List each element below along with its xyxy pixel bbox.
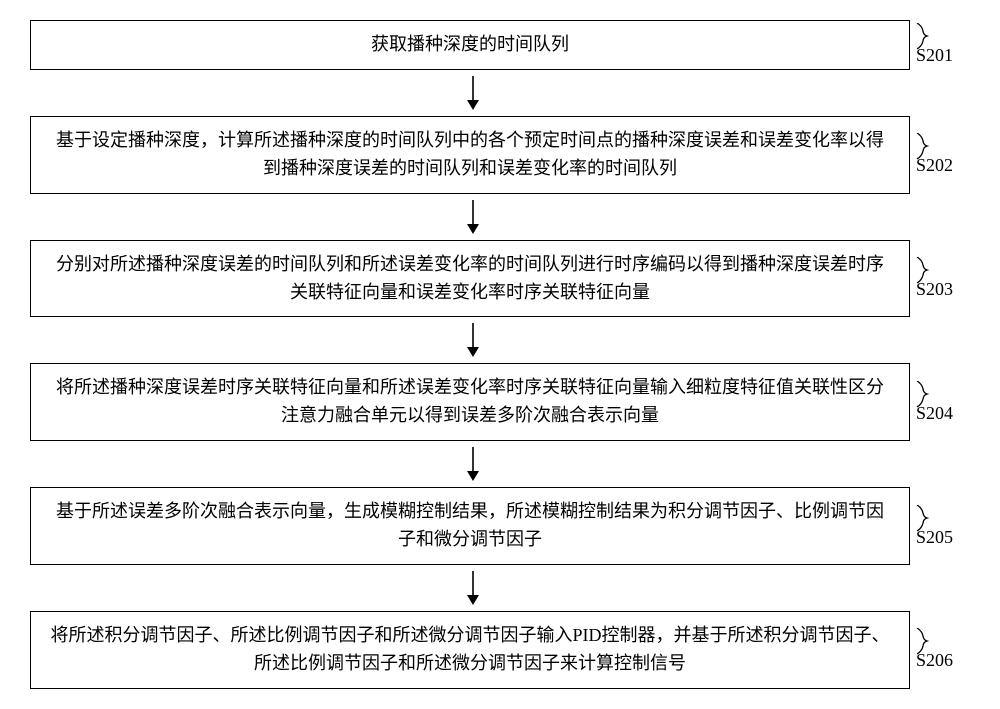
flow-step-id: S201 [916, 45, 953, 66]
flow-step-id: S204 [916, 403, 953, 424]
flow-step-row: 基于所述误差多阶次融合表示向量，生成模糊控制结果，所述模糊控制结果为积分调节因子… [30, 487, 970, 565]
flow-step-id: S205 [916, 527, 953, 548]
flow-step-id: S202 [916, 155, 953, 176]
arrow-down-icon [463, 571, 483, 605]
arrow-down-icon [463, 200, 483, 234]
flow-step-label: S202 [916, 133, 964, 176]
flow-step-row: 分别对所述播种深度误差的时间队列和所述误差变化率的时间队列进行时序编码以得到播种… [30, 240, 970, 318]
flow-step-text: 将所述积分调节因子、所述比例调节因子和所述微分调节因子输入PID控制器，并基于所… [49, 622, 891, 678]
arrow-down-icon [463, 323, 483, 357]
flow-step-box: 基于所述误差多阶次融合表示向量，生成模糊控制结果，所述模糊控制结果为积分调节因子… [30, 487, 910, 565]
flow-step-row: 将所述播种深度误差时序关联特征向量和所述误差变化率时序关联特征向量输入细粒度特征… [30, 363, 970, 441]
flow-step-id: S206 [916, 650, 953, 671]
flowchart-container: 获取播种深度的时间队列 S201 基于设定播种深度，计算所述播种深度的时间队列中… [30, 20, 970, 689]
flow-step-text: 基于设定播种深度，计算所述播种深度的时间队列中的各个预定时间点的播种深度误差和误… [49, 127, 891, 183]
flow-step-id: S203 [916, 279, 953, 300]
flow-step-text: 分别对所述播种深度误差的时间队列和所述误差变化率的时间队列进行时序编码以得到播种… [49, 251, 891, 307]
flow-step-label: S204 [916, 381, 964, 424]
flow-step-box: 分别对所述播种深度误差的时间队列和所述误差变化率的时间队列进行时序编码以得到播种… [30, 240, 910, 318]
arrow-down-icon [463, 447, 483, 481]
flow-step-label: S206 [916, 628, 964, 671]
flow-step-label: S205 [916, 505, 964, 548]
flow-step-row: 获取播种深度的时间队列 S201 [30, 20, 970, 70]
flow-step-row: 将所述积分调节因子、所述比例调节因子和所述微分调节因子输入PID控制器，并基于所… [30, 611, 970, 689]
flow-step-box: 将所述播种深度误差时序关联特征向量和所述误差变化率时序关联特征向量输入细粒度特征… [30, 363, 910, 441]
flow-step-box: 获取播种深度的时间队列 [30, 20, 910, 70]
flow-step-row: 基于设定播种深度，计算所述播种深度的时间队列中的各个预定时间点的播种深度误差和误… [30, 116, 970, 194]
flow-step-box: 将所述积分调节因子、所述比例调节因子和所述微分调节因子输入PID控制器，并基于所… [30, 611, 910, 689]
arrow-down-icon [463, 76, 483, 110]
flow-step-text: 将所述播种深度误差时序关联特征向量和所述误差变化率时序关联特征向量输入细粒度特征… [49, 374, 891, 430]
flow-step-text: 获取播种深度的时间队列 [371, 31, 569, 59]
flow-step-label: S201 [916, 23, 964, 66]
flow-step-text: 基于所述误差多阶次融合表示向量，生成模糊控制结果，所述模糊控制结果为积分调节因子… [49, 498, 891, 554]
flow-step-box: 基于设定播种深度，计算所述播种深度的时间队列中的各个预定时间点的播种深度误差和误… [30, 116, 910, 194]
flow-step-label: S203 [916, 257, 964, 300]
